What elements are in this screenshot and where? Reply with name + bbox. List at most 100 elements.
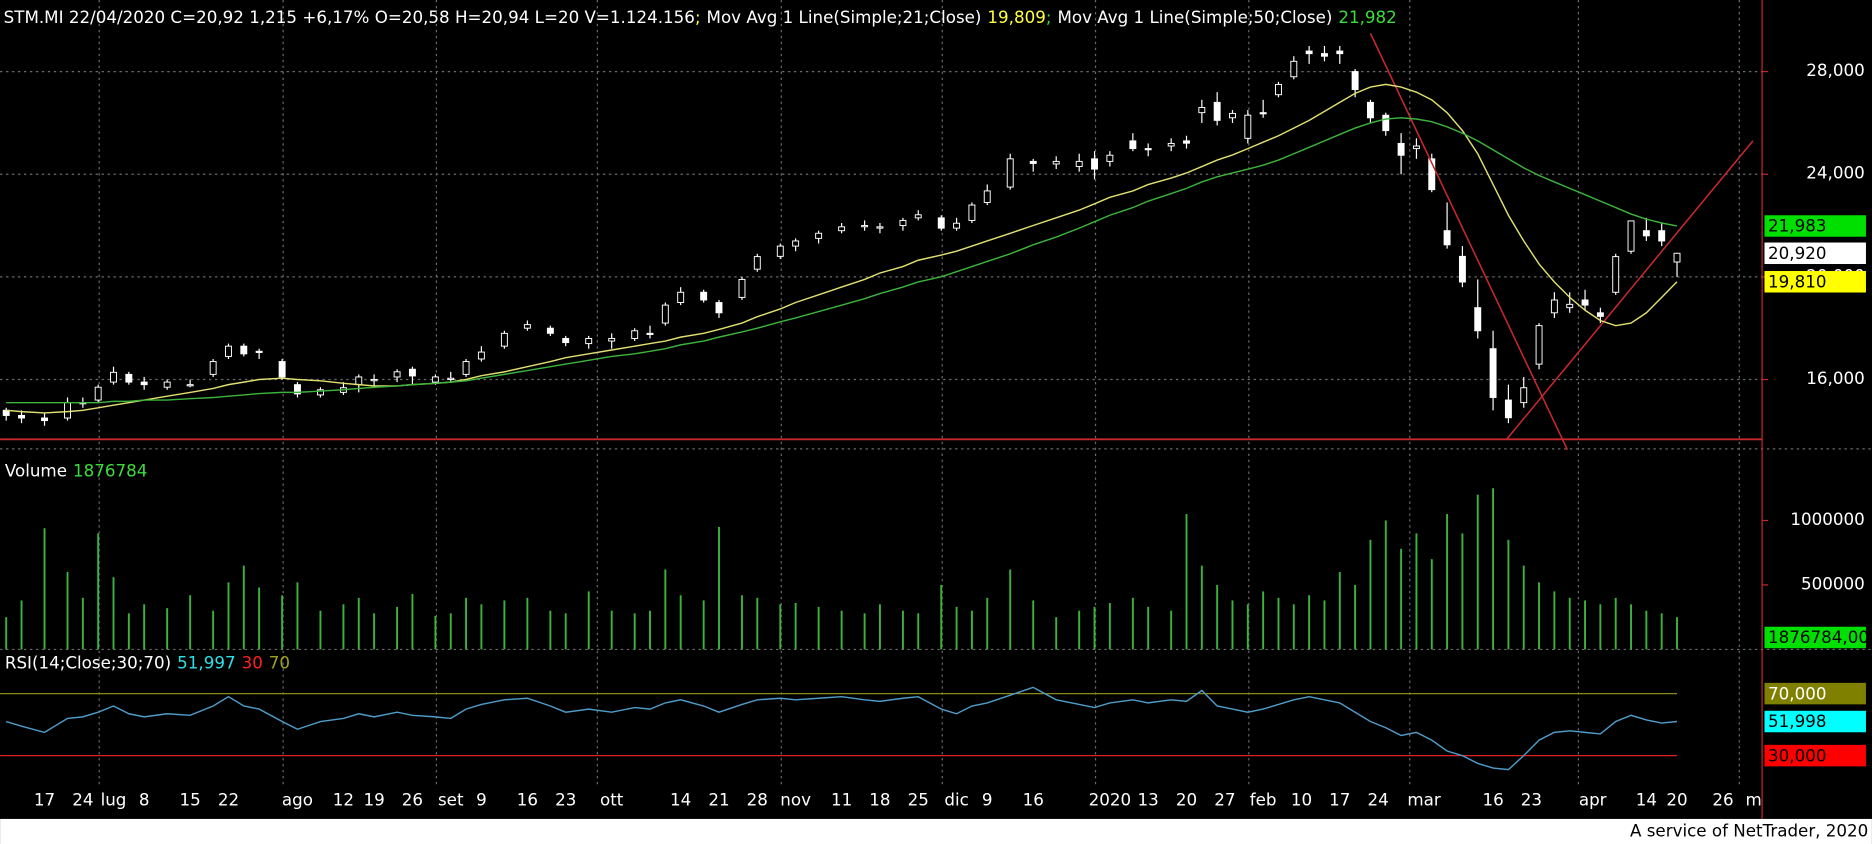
volume-bar [549,610,552,650]
x-tick-label: 14 [1636,790,1657,810]
candle-body [546,327,554,334]
y-tick-label: 1000000 [1790,509,1864,529]
candle-body [1244,114,1252,139]
value-marker-label: 21,983 [1768,216,1826,236]
x-tick-label: 14 [670,790,691,810]
candle-body [125,373,133,383]
volume-bar [1645,610,1648,650]
candle-body [278,361,286,378]
volume-bar [702,600,705,650]
volume-bar [143,604,146,650]
volume-bar [434,615,437,650]
y-tick-label: 28,000 [1806,60,1864,80]
volume-bar [189,595,192,650]
candle-body [661,304,669,324]
legend-value: 1876784 [73,460,147,480]
volume-bar [1262,591,1265,650]
legend-value: 70 [269,652,290,672]
volume-bar [1461,533,1464,650]
volume-bar [1131,597,1134,650]
volume-bar [1170,610,1173,650]
x-tick-label: 2020 [1089,790,1132,810]
candle-body [776,245,784,257]
volume-bar [1354,584,1357,650]
volume-bar [97,533,100,650]
candle-body [1612,256,1620,293]
volume-bar [1200,565,1203,650]
candle-body [1581,299,1589,306]
x-tick-label: 23 [555,790,576,810]
volume-bar [649,610,651,650]
volume-bar [127,613,130,650]
moving-average [6,83,1678,414]
footer-credit: A service of NetTrader, 2020 [1630,821,1868,841]
candle-body [1520,387,1528,404]
candle-body [1474,307,1482,332]
value-marker [1764,242,1866,265]
candle-body [293,384,301,395]
value-marker-label: 19,810 [1768,271,1826,291]
volume-bar [1108,602,1111,650]
value-marker [1764,271,1866,293]
volume-bar [526,597,529,650]
legend-entry: Mov Avg 1 Line(Simple;50;Close) [1057,6,1332,26]
candle-body [1006,158,1014,188]
candle-body [1213,101,1221,121]
volume-bar [986,597,989,650]
candle-body [355,376,363,386]
volume-bar [878,604,881,650]
candle-body [500,332,508,347]
grid-layer [0,0,1872,785]
volume-bar [779,604,782,650]
volume-bar [81,597,84,650]
volume-bar [817,606,820,650]
moving-average [6,117,1678,404]
volume-bar [1400,548,1403,650]
value-marker-label: 51,998 [1768,711,1826,731]
volume-bar [66,572,69,650]
volume-bar [1308,595,1311,650]
candle-body [1627,220,1635,252]
candle-body [1642,230,1650,237]
x-tick-label: 15 [180,790,201,810]
x-tick-label: m [1746,790,1762,810]
legend-value: 21,982 [1338,6,1396,26]
volume-bar [840,610,843,650]
candle-body [462,361,470,375]
volume-bar [863,613,866,650]
value-marker-label: 1876784,00 [1768,627,1869,647]
volume-bar [1415,533,1418,650]
candle-body [1091,158,1098,170]
x-tick-label: 9 [476,790,487,810]
candle-body [585,337,593,345]
volume-bar [166,608,169,650]
volume-bar [970,610,973,650]
text-layer: 28,00024,00020,00016,00021,98320,92019,8… [34,60,1869,809]
candle-body [968,204,976,221]
x-tick-label: 28 [747,790,768,810]
volume-bar [1446,514,1449,650]
x-tick-label: 24 [1367,790,1388,810]
x-tick-label: set [438,790,464,810]
legend-value: 30 [242,652,263,672]
volume-bar [449,613,452,650]
x-tick-label: 11 [831,790,852,810]
volume-bar [1568,597,1571,650]
trendline [1506,140,1754,440]
volume-bar [1599,604,1602,650]
volume-bar [633,613,636,650]
volume-bar [1507,539,1510,650]
volume-bar [1430,559,1433,650]
x-tick-label: 18 [869,790,890,810]
candle-body [715,302,723,314]
candle-body [225,345,232,357]
volume-bar [1384,520,1387,650]
volume-bar [564,613,567,650]
volume-bar [1553,591,1556,650]
value-marker-label: 70,000 [1768,683,1826,703]
volume-bar [1476,494,1479,650]
volume-bar [1277,597,1280,650]
volume-bar [465,597,468,650]
candle-body [370,379,378,382]
x-tick-label: 20 [1666,790,1687,810]
